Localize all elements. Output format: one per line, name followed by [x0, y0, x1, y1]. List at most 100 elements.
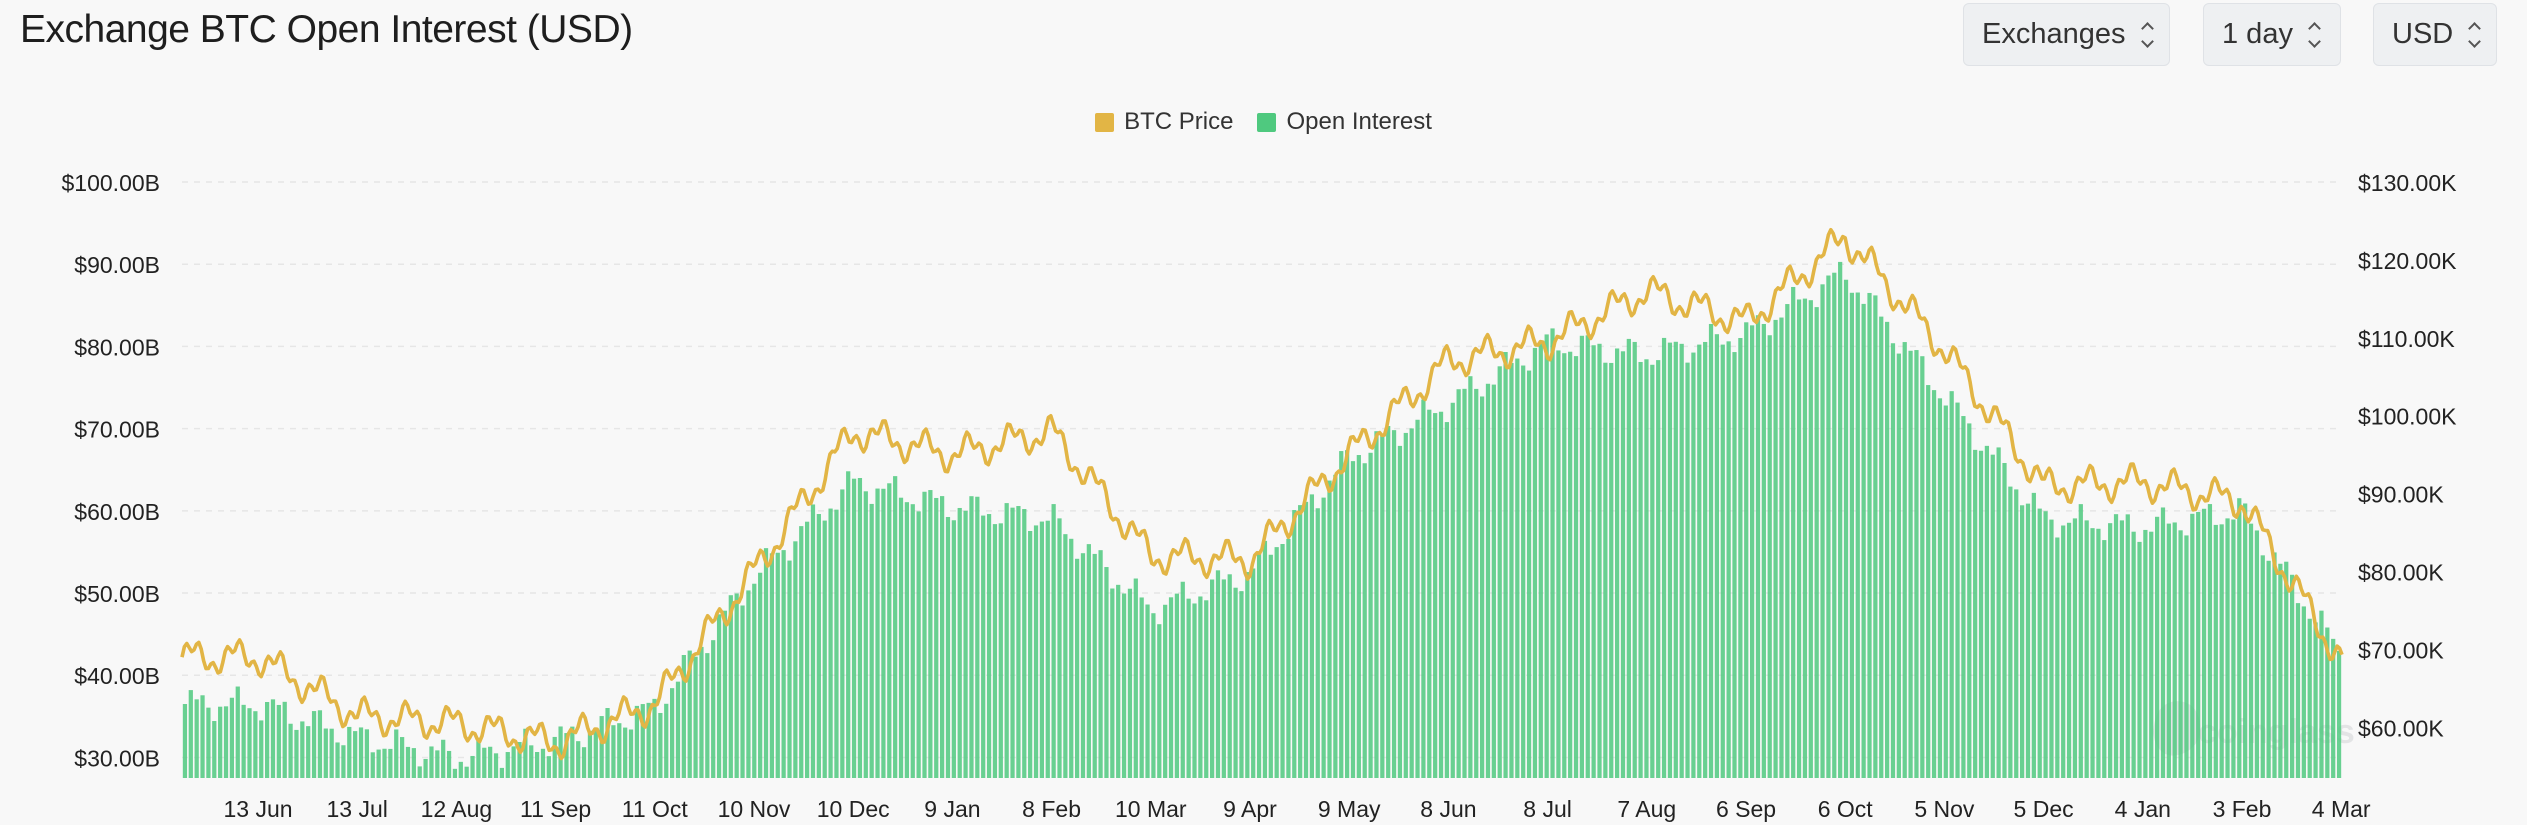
oi-bar	[1339, 451, 1344, 778]
oi-bar	[1321, 497, 1326, 778]
oi-bar	[2131, 531, 2136, 778]
oi-bar	[2295, 603, 2301, 778]
oi-bar	[1914, 350, 1919, 778]
oi-bar	[1978, 450, 1984, 778]
oi-bar	[1075, 558, 1080, 778]
oi-bar	[1086, 544, 1091, 778]
oi-bar	[828, 508, 833, 778]
oi-bar	[2096, 528, 2101, 778]
oi-bar	[400, 737, 405, 778]
x-axis-labels: 13 Jun 13 Jul 12 Aug 11 Sep 11 Oct 10 Nov 10 D…	[223, 796, 2370, 822]
oi-bar	[2037, 508, 2042, 778]
oi-bar	[1931, 390, 1937, 778]
oi-bar	[323, 728, 328, 778]
oi-bar	[2008, 486, 2013, 778]
oi-bar	[1521, 365, 1526, 778]
oi-bar	[752, 583, 757, 778]
oi-bar	[846, 471, 851, 778]
left-axis-label: $50.00B	[74, 581, 160, 607]
oi-bar	[1092, 553, 1097, 778]
oi-bar	[1843, 279, 1849, 778]
oi-bar	[464, 766, 469, 778]
oi-bar	[1573, 356, 1579, 778]
oi-bar	[1104, 567, 1109, 778]
oi-bar	[452, 768, 458, 778]
oi-bar	[1855, 292, 1860, 778]
oi-bar	[2272, 552, 2277, 778]
legend-item-btc-price[interactable]: BTC Price	[1095, 108, 1233, 136]
oi-bar	[869, 503, 874, 778]
oi-bar	[1885, 321, 1890, 778]
oi-bar	[223, 706, 229, 778]
oi-bar	[805, 521, 810, 778]
oi-bar	[382, 748, 387, 778]
oi-bar	[2149, 531, 2154, 778]
oi-bar	[1697, 344, 1702, 778]
oi-bar	[840, 489, 845, 778]
oi-bar	[2090, 528, 2095, 778]
oi-bar	[1292, 510, 1297, 778]
oi-bar	[1485, 383, 1491, 778]
oi-bar	[1374, 431, 1379, 778]
oi-bar	[347, 726, 352, 778]
oi-bar	[1028, 530, 1033, 778]
oi-bar	[1386, 426, 1391, 778]
oi-bar	[2020, 505, 2025, 778]
oi-bar	[2113, 514, 2119, 778]
left-axis-label: $40.00B	[74, 663, 160, 689]
oi-bar	[2313, 622, 2318, 778]
legend-label-price: BTC Price	[1124, 108, 1234, 135]
oi-bar	[288, 723, 293, 778]
oi-bar	[376, 749, 381, 778]
oi-bar	[969, 496, 974, 778]
left-axis-label: $60.00B	[74, 499, 160, 525]
oi-bar	[2336, 650, 2342, 778]
oi-bar	[1626, 338, 1631, 778]
oi-bar	[540, 748, 546, 778]
oi-bar	[787, 560, 792, 778]
x-tick-label: 6 Oct	[1818, 796, 1874, 822]
oi-bar	[370, 752, 375, 778]
oi-bar	[576, 741, 581, 778]
oi-bar	[2172, 522, 2177, 778]
oi-bar	[822, 520, 827, 778]
oi-bar	[1251, 568, 1256, 778]
oi-bar	[194, 699, 199, 778]
oi-bar	[628, 729, 634, 778]
oi-bar	[259, 720, 264, 778]
oi-bar	[722, 610, 728, 778]
currency-select[interactable]: USD	[2373, 3, 2497, 66]
left-axis-label: $30.00B	[74, 745, 160, 771]
interval-select[interactable]: 1 day	[2203, 3, 2341, 66]
oi-bar	[2190, 513, 2195, 778]
oi-bar	[1280, 544, 1285, 778]
oi-bar	[2066, 522, 2072, 778]
legend-item-open-interest[interactable]: Open Interest	[1257, 108, 1432, 136]
oi-bar	[200, 695, 205, 778]
oi-bar	[1744, 322, 1749, 778]
oi-bar	[1526, 370, 1532, 778]
oi-bar	[2125, 514, 2130, 778]
oi-bar	[2184, 535, 2189, 778]
x-tick-label: 9 Jan	[924, 796, 980, 822]
oi-bar	[1157, 624, 1162, 778]
oi-bar	[441, 739, 446, 778]
oi-bar	[1990, 454, 1995, 778]
oi-bar	[247, 708, 252, 778]
oi-bar	[1010, 507, 1015, 778]
oi-bar	[998, 523, 1003, 778]
oi-bar	[1961, 416, 1966, 778]
oi-bar	[300, 721, 305, 778]
oi-bar	[253, 711, 258, 778]
legend-label-oi: Open Interest	[1286, 108, 1432, 135]
oi-bar	[1949, 391, 1954, 778]
oi-bar	[1221, 579, 1226, 778]
oi-bar	[570, 726, 575, 778]
oi-bar	[1920, 356, 1925, 778]
oi-bar	[1110, 588, 1115, 778]
oi-bar	[282, 701, 287, 778]
oi-bar	[1368, 452, 1373, 778]
oi-bar	[1427, 409, 1432, 778]
exchanges-select[interactable]: Exchanges	[1963, 3, 2170, 66]
oi-bar	[670, 688, 675, 778]
